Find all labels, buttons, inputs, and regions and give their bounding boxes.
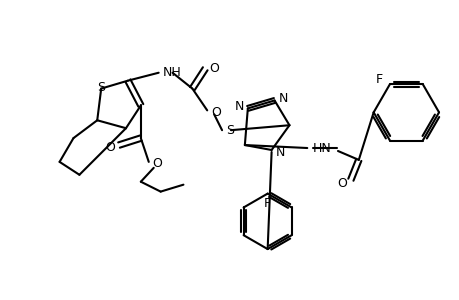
Text: F: F (263, 197, 271, 210)
Text: O: O (152, 158, 162, 170)
Text: O: O (105, 140, 115, 154)
Text: S: S (225, 124, 234, 137)
Text: S: S (97, 81, 105, 94)
Text: F: F (375, 73, 382, 85)
Text: NH: NH (162, 66, 181, 79)
Text: HN: HN (312, 142, 330, 154)
Text: O: O (209, 62, 218, 75)
Text: N: N (234, 100, 243, 113)
Text: O: O (211, 106, 221, 119)
Text: O: O (336, 177, 346, 190)
Text: N: N (278, 92, 287, 105)
Text: N: N (275, 146, 284, 160)
